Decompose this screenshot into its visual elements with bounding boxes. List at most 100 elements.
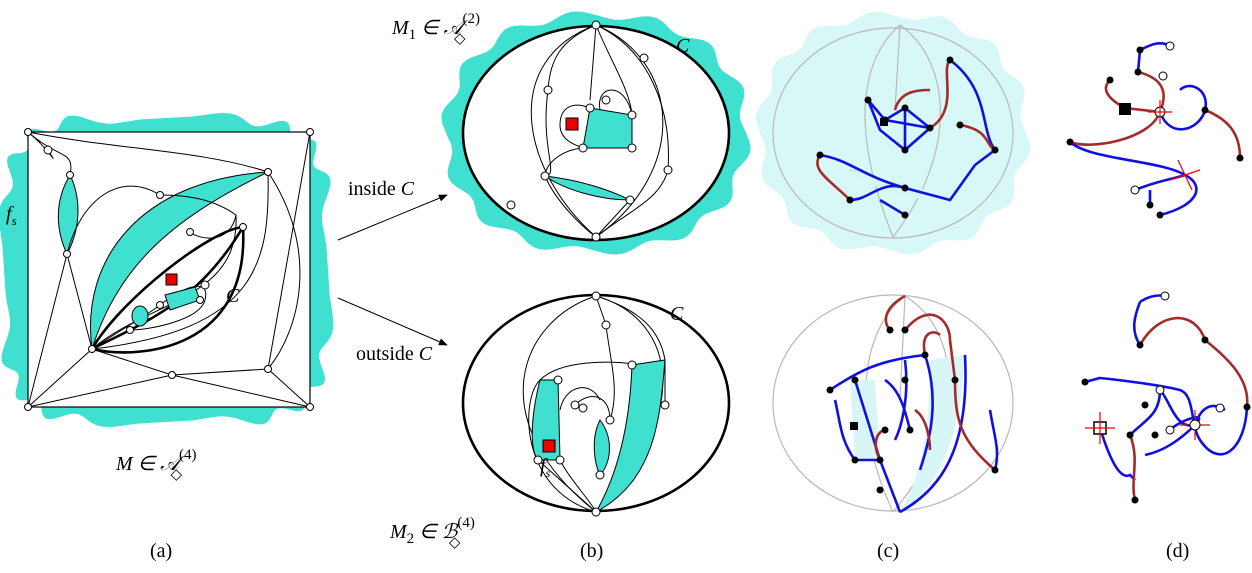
edge — [893, 88, 931, 111]
edge — [1069, 140, 1198, 217]
edge — [879, 198, 906, 217]
vertex — [591, 291, 601, 301]
vertex — [926, 124, 934, 132]
face-marker — [565, 117, 579, 131]
panel-label: (b) — [580, 540, 603, 562]
label-part: C — [401, 178, 415, 200]
group — [533, 291, 670, 517]
vertex — [901, 326, 909, 334]
panel-b-top: C M1 ∈ 𝒜(2) ◇ — [391, 11, 731, 242]
vertex — [570, 400, 580, 410]
panel-label: (c) — [877, 540, 899, 562]
vertex — [1106, 76, 1114, 84]
edge — [988, 409, 999, 471]
outer-face — [756, 11, 1030, 255]
vertex — [1160, 291, 1170, 301]
edge — [1128, 434, 1137, 501]
edge — [159, 194, 237, 239]
label-part: M — [391, 17, 410, 39]
group — [1081, 336, 1251, 504]
vertex — [66, 171, 74, 179]
vertex — [591, 20, 601, 30]
label-part: M ∈ 𝒜 — [115, 453, 185, 475]
vertex — [1236, 154, 1244, 162]
edge — [528, 324, 641, 513]
face-marker — [880, 118, 888, 126]
group — [1148, 100, 1201, 191]
vertex — [540, 171, 550, 181]
vertex — [156, 191, 164, 199]
cycle-label: C — [670, 303, 684, 325]
edge — [816, 154, 851, 201]
edge — [27, 131, 269, 173]
vertex — [1141, 401, 1149, 409]
label: inside C — [348, 178, 415, 200]
vertex — [186, 228, 194, 236]
panel-label: (a) — [150, 540, 172, 562]
vertex — [627, 143, 637, 153]
vertex — [1201, 106, 1209, 114]
vertex — [946, 56, 954, 64]
label: outside C — [356, 343, 433, 365]
vertex — [264, 168, 272, 176]
vertex — [543, 85, 553, 95]
vertex — [876, 456, 884, 464]
vertex — [1165, 41, 1175, 51]
group — [24, 128, 314, 411]
vertex — [1134, 68, 1142, 76]
cycle — [461, 293, 731, 513]
edge — [849, 184, 906, 202]
face-label: fs — [6, 203, 17, 228]
vertex — [1189, 419, 1201, 431]
edge — [91, 285, 207, 350]
label-part: ◇ — [454, 31, 466, 47]
vertex — [906, 426, 914, 434]
vertex — [595, 470, 605, 480]
panel-c: (c) — [772, 24, 1014, 562]
cycle — [131, 305, 149, 327]
edge — [1138, 316, 1207, 346]
vertex — [951, 376, 959, 384]
label-part: outside — [356, 343, 419, 365]
edge — [829, 353, 967, 514]
vertex — [1201, 336, 1209, 344]
vertex — [591, 507, 601, 517]
edge — [874, 294, 996, 471]
vertex — [991, 466, 999, 474]
vertex — [876, 486, 884, 494]
vertex — [639, 53, 649, 63]
vertex — [1165, 425, 1175, 435]
cycle-label: C — [226, 285, 240, 307]
edge — [91, 171, 269, 350]
face-marker — [542, 439, 556, 453]
vertex — [306, 128, 314, 136]
vertex — [660, 400, 670, 410]
edge — [598, 89, 633, 116]
vertex — [63, 250, 71, 258]
vertex — [826, 386, 834, 394]
vertex — [43, 145, 53, 155]
vertex — [1156, 211, 1164, 219]
vertex — [1130, 185, 1140, 195]
label-part: (2) — [463, 11, 481, 27]
label-part: C — [419, 343, 433, 365]
edge — [593, 419, 610, 476]
vertex — [578, 143, 588, 153]
vertex — [901, 146, 909, 154]
vertex — [1081, 378, 1089, 386]
edge — [66, 185, 161, 255]
edge — [1136, 42, 1171, 73]
cycle — [772, 27, 1014, 239]
face-marker — [1119, 103, 1131, 115]
vertex — [200, 280, 210, 290]
panel-a: fs C M ∈ 𝒜(4) ◇ (a) — [6, 128, 314, 562]
edge — [949, 58, 997, 151]
edge — [849, 24, 951, 238]
cycle — [772, 294, 1014, 512]
vertex — [625, 195, 635, 205]
vertex — [991, 146, 999, 154]
edge — [559, 104, 591, 149]
edge — [267, 171, 301, 370]
label-part: inside — [348, 178, 401, 200]
